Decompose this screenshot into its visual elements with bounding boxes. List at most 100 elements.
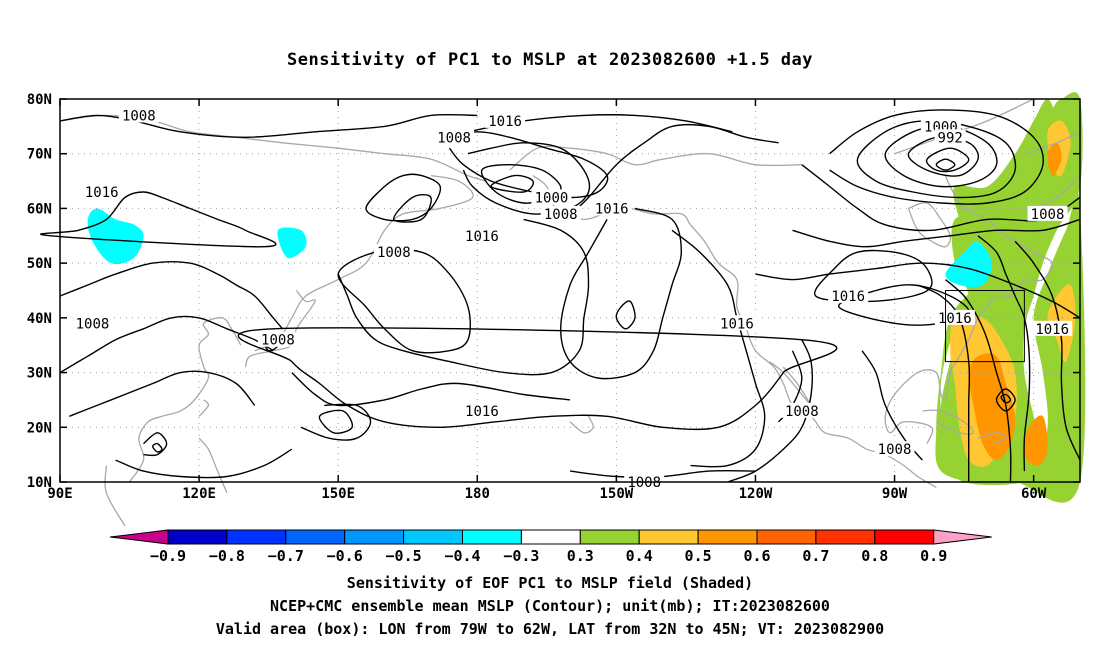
colorbar-high-triangle [933,529,992,545]
mslp-isobar [945,279,1012,483]
lat-tick-label: 50N [27,256,52,272]
mslp-isobar [59,113,478,139]
footer-line-1: Sensitivity of EOF PC1 to MSLP field (Sh… [346,574,754,592]
contour-label-bg [591,200,632,216]
mslp-isobar [237,327,838,431]
lat-tick-label: 20N [27,420,52,436]
colorbar-label: 0.8 [861,547,888,565]
valid-area-rect [945,290,1025,363]
lon-tick-label: 120E [182,486,216,502]
contour-label: 1008 [122,108,156,124]
lat-tick-label: 30N [27,366,52,382]
contour-label-bg [434,129,475,145]
contour-label-bg [1027,205,1068,221]
contour-label: 1016 [720,316,754,332]
mslp-isobar [995,388,1016,412]
contour-label-bg [373,244,414,260]
contour-label: 1008 [1031,207,1065,223]
mslp-isobar [813,249,933,303]
contour-label-bg [461,227,502,243]
shade-patch [142,169,200,211]
shade-patch [94,454,135,485]
shade-patch [968,353,1016,461]
colorbar-label: 0.4 [626,547,653,565]
lon-tick-label: 120W [739,486,773,502]
colorbar-swatch [226,529,287,545]
colorbar-label: −0.6 [327,547,363,565]
shade-patch [945,240,992,288]
contour-label: 1008 [261,333,295,349]
contour-label: 1008 [544,207,578,223]
colorbar-label: −0.8 [209,547,245,565]
lon-tick-label: 90E [47,486,72,502]
mslp-isobar [69,370,256,417]
colorbar-swatch [285,529,346,545]
contour-label-bg [461,402,502,418]
shade-patch [194,164,213,182]
colorbar-label: −0.9 [150,547,186,565]
lat-tick-label: 70N [27,147,52,163]
mslp-isobar [393,194,432,223]
contour-label: 1008 [377,245,411,261]
contour-label: 1016 [488,114,522,130]
contour-label: 1016 [938,311,972,327]
valid-area-box [945,290,1025,363]
mslp-isobar [564,123,779,220]
mslp-isobar [838,284,970,326]
shade-patch [277,227,307,259]
mslp-isobar [143,432,168,457]
contour-label-bg [716,315,757,331]
colorbar-swatch [344,529,405,545]
mslp-isobar [829,109,1044,205]
contour-label: 1016 [1035,322,1069,338]
contour-label-bg [934,129,966,145]
lon-tick-label: 180 [465,486,490,502]
mslp-isobar [935,158,956,171]
contour-label: 1016 [595,201,629,217]
lat-tick-label: 60N [27,201,52,217]
coastline [509,145,802,171]
footer-line-3: Valid area (box): LON from 79W to 62W, L… [215,620,885,638]
lat-tick-label: 80N [27,92,52,108]
colorbar-label: −0.7 [268,547,304,565]
colorbar-swatch [756,529,817,545]
contour-label-bg [1032,320,1073,336]
contour-label: 1016 [85,185,119,201]
contour-label-bg [81,184,122,200]
contour-label-bg [934,309,975,325]
lon-tick-label: 90W [882,486,908,502]
colorbar: −0.9 −0.8 −0.7 −0.6 −0.5 −0.4 −0.3 0.3 0.4 0.5 0.6… [109,529,992,565]
map-frame [59,98,1081,483]
mslp-isobar [337,218,590,376]
mslp-isobar [318,409,354,434]
contour-label: 1016 [465,404,499,420]
mslp-isobar [856,120,1017,199]
coastline [104,465,126,527]
colorbar-swatch [520,529,581,545]
colorbar-swatch [638,529,699,545]
contour-label-bg [540,205,581,221]
mslp-isobar [1000,393,1012,404]
mslp-isobar [925,147,970,173]
mslp-isobar [671,229,766,468]
contour-label: 1016 [465,229,499,245]
mslp-isobar [291,372,571,407]
coastline [768,361,812,407]
contour-label: 1008 [437,130,471,146]
mslp-isobar [300,403,372,441]
mslp-isobar [151,442,163,453]
contour-label-bg [72,315,113,331]
coastline [198,399,210,417]
colorbar-swatch [462,529,522,545]
contour-label-bg [781,402,822,418]
mslp-isobar [337,248,472,354]
colorbar-label: −0.5 [386,547,422,565]
contour-label: 1008 [878,442,912,458]
colorbar-swatch [874,529,935,545]
lat-tick-label: 10N [27,475,52,491]
shade-patch [1047,142,1062,176]
mslp-contours [40,109,1081,483]
